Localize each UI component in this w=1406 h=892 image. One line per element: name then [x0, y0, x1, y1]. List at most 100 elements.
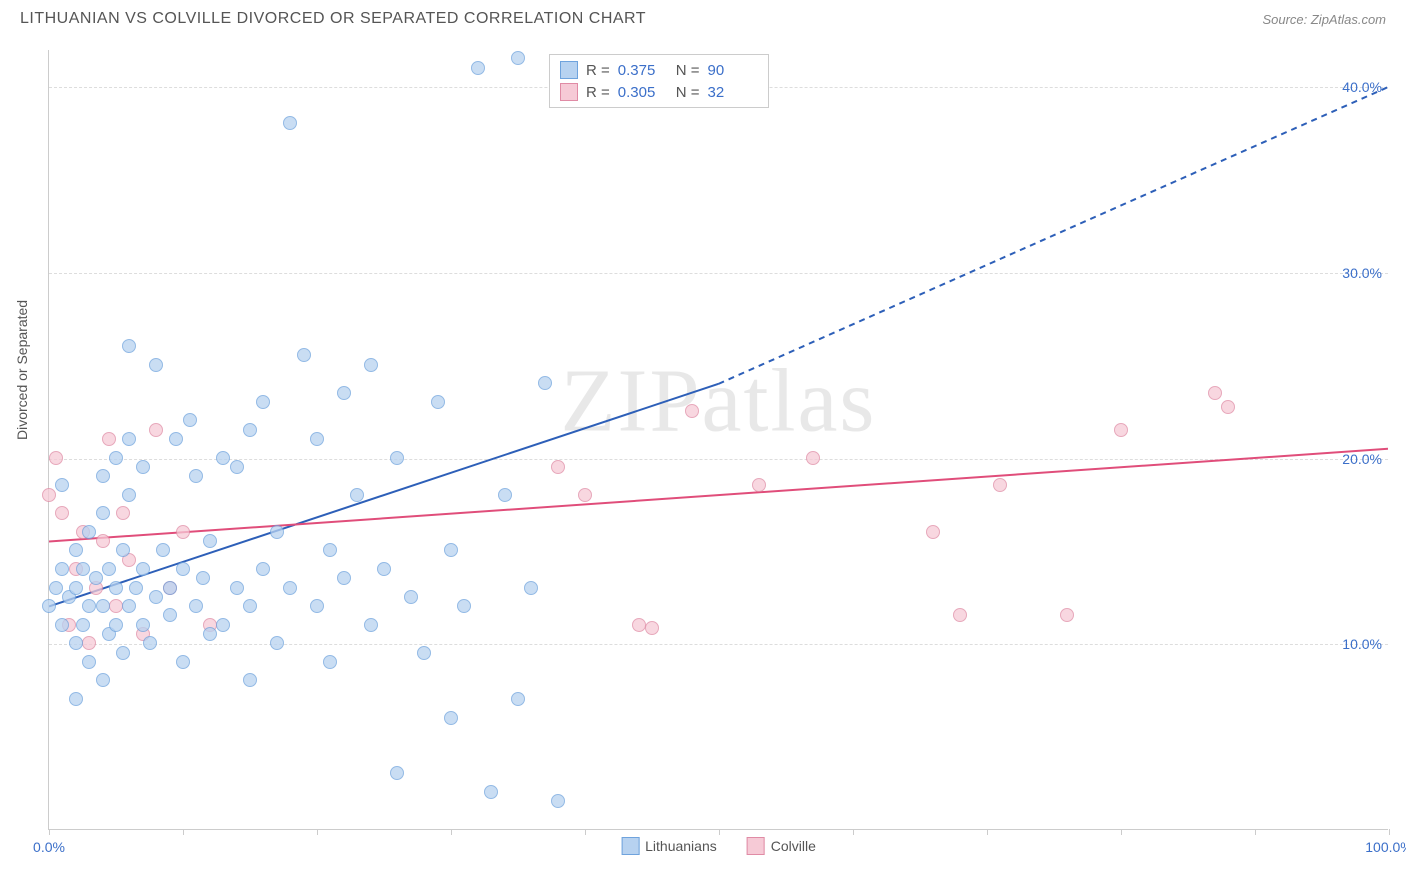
scatter-chart: ZIPatlas 10.0%20.0%30.0%40.0% 0.0%100.0%…: [48, 50, 1388, 830]
data-point-lithuanians: [538, 376, 552, 390]
watermark: ZIPatlas: [561, 349, 877, 452]
data-point-lithuanians: [196, 571, 210, 585]
data-point-lithuanians: [109, 581, 123, 595]
legend-item-lithuanians: Lithuanians: [621, 837, 717, 855]
data-point-lithuanians: [69, 636, 83, 650]
data-point-lithuanians: [404, 590, 418, 604]
data-point-lithuanians: [444, 543, 458, 557]
data-point-lithuanians: [243, 423, 257, 437]
data-point-lithuanians: [390, 451, 404, 465]
data-point-lithuanians: [189, 469, 203, 483]
data-point-lithuanians: [156, 543, 170, 557]
data-point-colville: [806, 451, 820, 465]
data-point-lithuanians: [116, 543, 130, 557]
data-point-lithuanians: [96, 469, 110, 483]
x-tick: [317, 829, 318, 835]
data-point-lithuanians: [216, 618, 230, 632]
data-point-colville: [953, 608, 967, 622]
data-point-lithuanians: [417, 646, 431, 660]
x-tick: [1255, 829, 1256, 835]
data-point-lithuanians: [457, 599, 471, 613]
x-tick: [585, 829, 586, 835]
data-point-colville: [82, 636, 96, 650]
data-point-lithuanians: [55, 618, 69, 632]
data-point-colville: [1208, 386, 1222, 400]
data-point-lithuanians: [270, 636, 284, 650]
data-point-lithuanians: [76, 618, 90, 632]
x-tick: [1389, 829, 1390, 835]
data-point-lithuanians: [55, 562, 69, 576]
data-point-lithuanians: [143, 636, 157, 650]
data-point-lithuanians: [122, 599, 136, 613]
data-point-colville: [1221, 400, 1235, 414]
data-point-lithuanians: [551, 794, 565, 808]
data-point-lithuanians: [149, 590, 163, 604]
data-point-colville: [176, 525, 190, 539]
swatch-lithuanians-icon: [621, 837, 639, 855]
y-axis-label: Divorced or Separated: [14, 300, 30, 440]
data-point-lithuanians: [350, 488, 364, 502]
data-point-colville: [96, 534, 110, 548]
data-point-lithuanians: [377, 562, 391, 576]
x-tick: [853, 829, 854, 835]
data-point-lithuanians: [42, 599, 56, 613]
data-point-colville: [1060, 608, 1074, 622]
data-point-lithuanians: [69, 581, 83, 595]
data-point-lithuanians: [169, 432, 183, 446]
data-point-colville: [993, 478, 1007, 492]
data-point-colville: [551, 460, 565, 474]
data-point-lithuanians: [283, 116, 297, 130]
x-tick: [183, 829, 184, 835]
x-tick: [49, 829, 50, 835]
data-point-colville: [752, 478, 766, 492]
data-point-colville: [49, 451, 63, 465]
data-point-lithuanians: [82, 599, 96, 613]
data-point-lithuanians: [163, 581, 177, 595]
x-tick: [451, 829, 452, 835]
data-point-colville: [632, 618, 646, 632]
y-tick-label: 20.0%: [1342, 451, 1382, 467]
y-tick-label: 10.0%: [1342, 636, 1382, 652]
swatch-colville: [560, 83, 578, 101]
data-point-colville: [102, 432, 116, 446]
data-point-lithuanians: [96, 599, 110, 613]
y-tick-label: 30.0%: [1342, 265, 1382, 281]
data-point-lithuanians: [122, 339, 136, 353]
gridline: [49, 459, 1388, 460]
data-point-lithuanians: [136, 618, 150, 632]
data-point-lithuanians: [270, 525, 284, 539]
gridline: [49, 273, 1388, 274]
data-point-lithuanians: [203, 534, 217, 548]
source-attribution: Source: ZipAtlas.com: [1262, 12, 1386, 27]
data-point-lithuanians: [471, 61, 485, 75]
data-point-lithuanians: [69, 543, 83, 557]
data-point-lithuanians: [136, 562, 150, 576]
data-point-lithuanians: [243, 599, 257, 613]
data-point-lithuanians: [364, 358, 378, 372]
series-legend: Lithuanians Colville: [621, 837, 816, 855]
legend-item-colville: Colville: [747, 837, 816, 855]
data-point-lithuanians: [431, 395, 445, 409]
data-point-lithuanians: [256, 395, 270, 409]
legend-row-colville: R = 0.305 N = 32: [560, 81, 758, 103]
data-point-lithuanians: [116, 646, 130, 660]
gridline: [49, 644, 1388, 645]
swatch-lithuanians: [560, 61, 578, 79]
data-point-lithuanians: [283, 581, 297, 595]
data-point-lithuanians: [203, 627, 217, 641]
data-point-lithuanians: [183, 413, 197, 427]
x-tick: [987, 829, 988, 835]
data-point-lithuanians: [149, 358, 163, 372]
data-point-lithuanians: [323, 655, 337, 669]
data-point-lithuanians: [256, 562, 270, 576]
data-point-lithuanians: [122, 432, 136, 446]
x-tick-label: 100.0%: [1365, 839, 1406, 855]
data-point-lithuanians: [310, 599, 324, 613]
data-point-colville: [42, 488, 56, 502]
data-point-lithuanians: [109, 451, 123, 465]
x-tick-label: 0.0%: [33, 839, 65, 855]
data-point-lithuanians: [524, 581, 538, 595]
data-point-lithuanians: [136, 460, 150, 474]
data-point-lithuanians: [69, 692, 83, 706]
data-point-colville: [55, 506, 69, 520]
